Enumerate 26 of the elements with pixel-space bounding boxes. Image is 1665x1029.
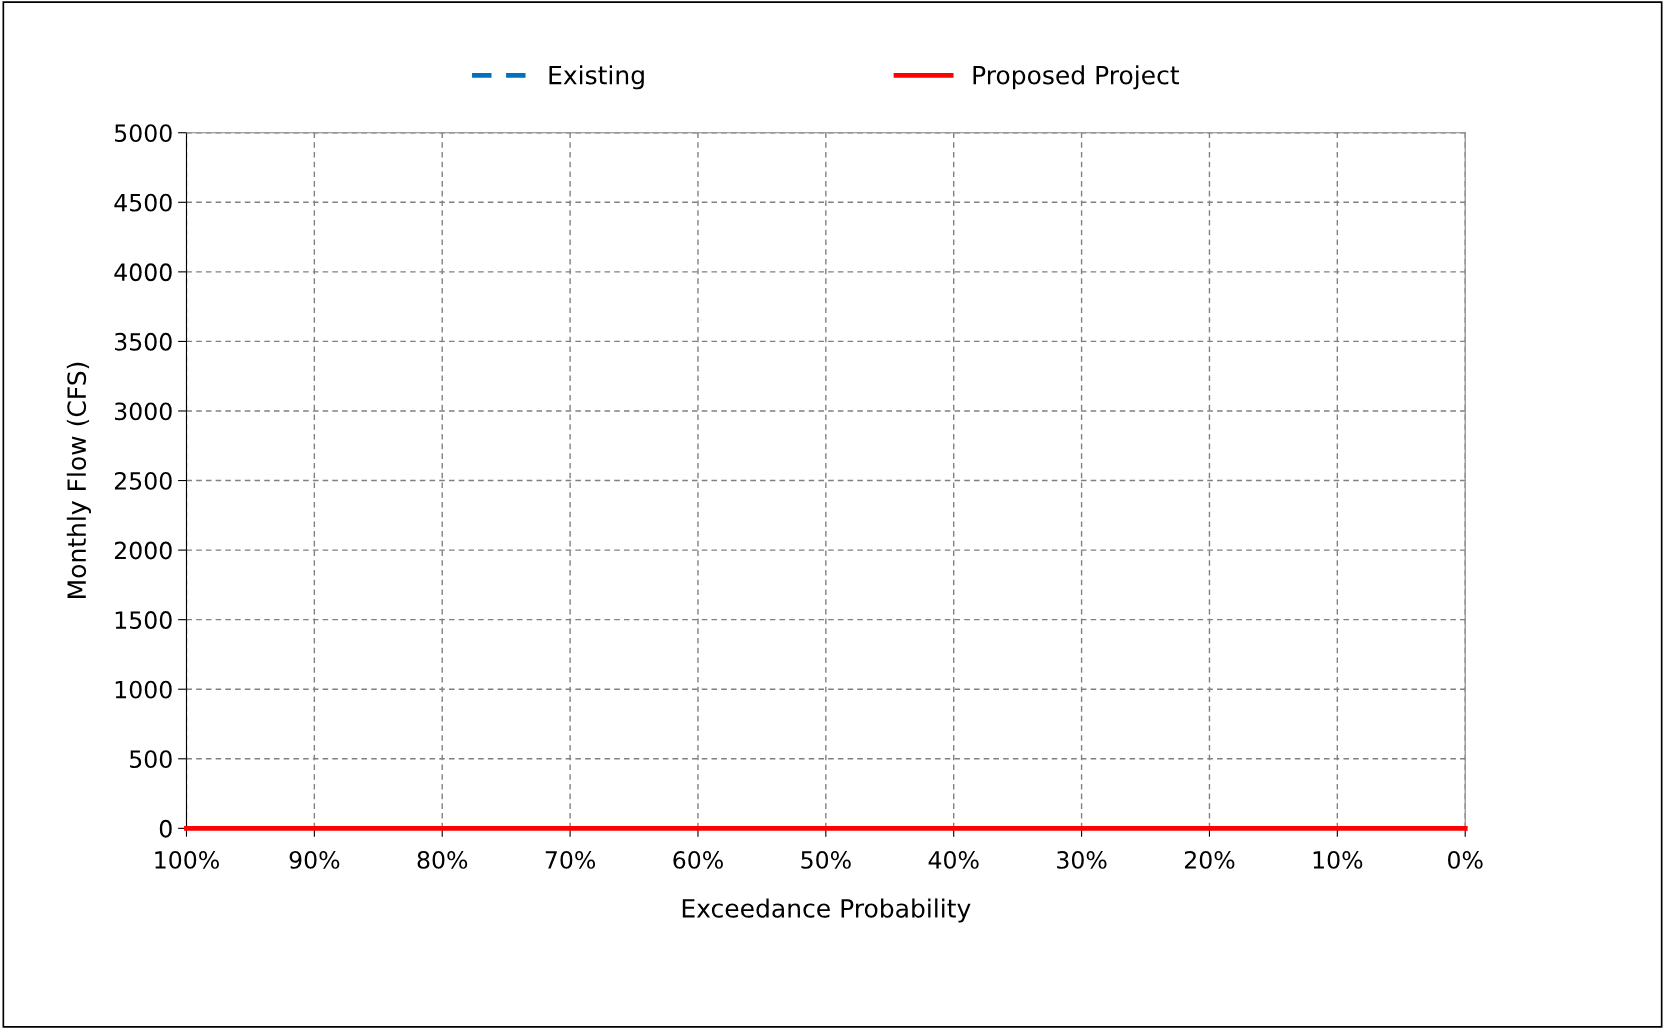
x-tick-label: 80% [417, 850, 468, 869]
x-tick-label: 40% [928, 850, 979, 869]
y-tick-label: 1500 [115, 611, 172, 629]
legend-label: Existing [549, 65, 644, 90]
x-tick-label: 30% [1057, 850, 1107, 869]
x-axis-title: Exceedance Probability [682, 898, 971, 923]
x-tick-label: 70% [545, 850, 596, 869]
y-tick-label: 0 [159, 819, 172, 838]
x-tick-label: 10% [1313, 850, 1363, 869]
y-tick-label: 2500 [114, 471, 172, 490]
y-tick-label: 4500 [114, 193, 172, 212]
x-tick-label: 90% [289, 850, 340, 869]
x-tick-label: 50% [801, 850, 851, 869]
legend-label: Proposed Project [973, 65, 1180, 90]
x-tick-label: 20% [1184, 850, 1235, 869]
x-tick-label: 100% [155, 850, 219, 869]
y-tick-label: 1000 [115, 680, 172, 699]
y-tick-label: 2000 [114, 541, 172, 560]
y-tick-label: 5000 [115, 124, 172, 143]
y-tick-label: 4000 [114, 263, 172, 282]
x-tick-label: 0% [1448, 850, 1483, 869]
y-tick-label: 3500 [115, 332, 172, 351]
x-tick-label: 60% [673, 850, 723, 869]
y-tick-label: 500 [130, 750, 172, 769]
y-tick-label: 3000 [115, 402, 172, 421]
y-axis-title: Monthly Flow (CFS) [66, 362, 91, 599]
